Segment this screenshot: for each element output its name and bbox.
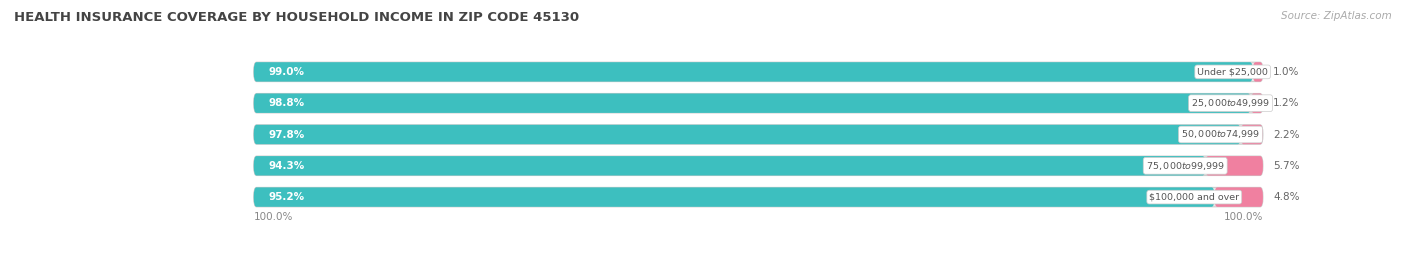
Text: 97.8%: 97.8% xyxy=(269,129,305,140)
Text: 100.0%: 100.0% xyxy=(1223,213,1263,222)
Text: 100.0%: 100.0% xyxy=(253,213,292,222)
Text: $75,000 to $99,999: $75,000 to $99,999 xyxy=(1146,160,1225,172)
Text: 98.8%: 98.8% xyxy=(269,98,305,108)
Text: $50,000 to $74,999: $50,000 to $74,999 xyxy=(1181,129,1260,140)
Text: $25,000 to $49,999: $25,000 to $49,999 xyxy=(1191,97,1270,109)
FancyBboxPatch shape xyxy=(253,125,1263,144)
Text: 2.2%: 2.2% xyxy=(1272,129,1299,140)
FancyBboxPatch shape xyxy=(1251,94,1263,113)
FancyBboxPatch shape xyxy=(253,62,1263,82)
FancyBboxPatch shape xyxy=(1240,125,1263,144)
FancyBboxPatch shape xyxy=(253,156,1263,175)
Text: Source: ZipAtlas.com: Source: ZipAtlas.com xyxy=(1281,11,1392,21)
Text: 1.0%: 1.0% xyxy=(1272,67,1299,77)
FancyBboxPatch shape xyxy=(253,94,1251,113)
Text: 94.3%: 94.3% xyxy=(269,161,305,171)
FancyBboxPatch shape xyxy=(253,187,1263,207)
Text: 1.2%: 1.2% xyxy=(1272,98,1299,108)
Text: $100,000 and over: $100,000 and over xyxy=(1149,193,1239,201)
FancyBboxPatch shape xyxy=(253,187,1215,207)
Text: 99.0%: 99.0% xyxy=(269,67,305,77)
FancyBboxPatch shape xyxy=(1205,156,1263,175)
FancyBboxPatch shape xyxy=(253,125,1240,144)
Text: 95.2%: 95.2% xyxy=(269,192,305,202)
FancyBboxPatch shape xyxy=(1253,62,1263,82)
FancyBboxPatch shape xyxy=(253,156,1205,175)
FancyBboxPatch shape xyxy=(253,94,1263,113)
Text: HEALTH INSURANCE COVERAGE BY HOUSEHOLD INCOME IN ZIP CODE 45130: HEALTH INSURANCE COVERAGE BY HOUSEHOLD I… xyxy=(14,11,579,24)
Text: 4.8%: 4.8% xyxy=(1272,192,1299,202)
FancyBboxPatch shape xyxy=(1215,187,1263,207)
FancyBboxPatch shape xyxy=(253,62,1253,82)
Text: 5.7%: 5.7% xyxy=(1272,161,1299,171)
Text: Under $25,000: Under $25,000 xyxy=(1197,68,1268,76)
